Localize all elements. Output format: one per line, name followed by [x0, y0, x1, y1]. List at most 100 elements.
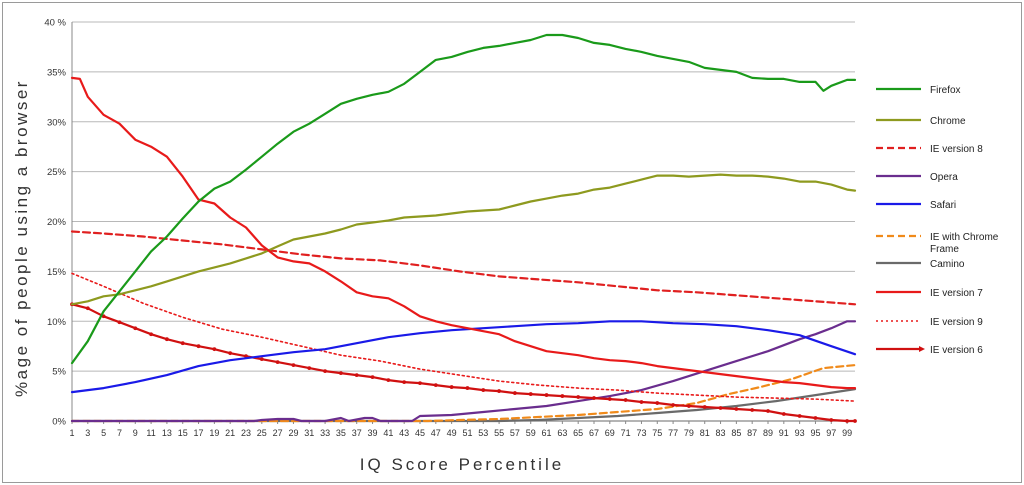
x-tick-label: 97	[826, 428, 836, 438]
x-tick-label: 33	[320, 428, 330, 438]
x-tick-label: 67	[589, 428, 599, 438]
data-point	[85, 306, 90, 311]
data-point	[687, 404, 691, 408]
x-tick-label: 9	[133, 428, 138, 438]
legend-item: IE version 9	[876, 317, 983, 328]
series-line	[70, 303, 857, 423]
x-tick-label: 37	[352, 428, 362, 438]
data-point	[196, 344, 201, 349]
y-tick-label: 15%	[47, 267, 67, 278]
x-tick-label: 23	[241, 428, 251, 438]
data-point	[291, 363, 296, 368]
legend-item: Opera	[876, 172, 958, 183]
legend-label: IE with Chrome Frame	[930, 232, 999, 255]
series-line	[70, 364, 857, 423]
series-line	[70, 173, 857, 306]
legend-marker	[919, 346, 925, 352]
x-tick-label: 75	[652, 428, 662, 438]
data-point	[813, 416, 818, 420]
data-point	[228, 351, 233, 356]
y-tick-label: 40 %	[44, 18, 66, 29]
y-tick-labels: 0% 5% 10% 15% 20% 25% 30% 35% 40 %	[44, 18, 66, 428]
x-tick-label: 47	[431, 428, 441, 438]
legend-label: Chrome	[930, 116, 966, 127]
legend-label: IE version 7	[930, 288, 983, 299]
series-line	[70, 388, 857, 423]
x-tick-label: 71	[621, 428, 631, 438]
data-point	[180, 341, 185, 346]
legend-item: Chrome	[876, 116, 966, 127]
data-point	[845, 419, 849, 423]
legend-label: Camino	[930, 259, 965, 270]
series-safari	[70, 320, 857, 394]
x-tick-label: 69	[605, 428, 615, 438]
legend-label: Firefox	[930, 85, 961, 96]
series-opera	[70, 320, 857, 423]
series-line	[70, 320, 857, 394]
legend-item: IE with Chrome Frame	[876, 232, 999, 255]
data-point	[354, 373, 359, 378]
x-axis-label: IQ Score Percentile	[360, 455, 564, 474]
data-point	[323, 369, 327, 374]
series-camino	[70, 388, 857, 423]
series-lines	[70, 33, 857, 423]
y-tick-label: 0%	[52, 417, 66, 428]
data-point	[655, 401, 660, 405]
series-line	[71, 272, 856, 402]
data-point	[576, 395, 581, 399]
series-line	[70, 33, 857, 365]
legend-item: Firefox	[876, 85, 961, 96]
x-tick-label: 25	[257, 428, 267, 438]
data-point	[639, 400, 644, 404]
x-tick-label: 55	[494, 428, 504, 438]
x-tick-label: 35	[336, 428, 346, 438]
legend-item: IE version 8	[876, 144, 983, 155]
data-point	[259, 357, 264, 362]
x-tick-label: 53	[478, 428, 488, 438]
y-tick-label: 30%	[47, 117, 67, 128]
data-point	[275, 360, 280, 365]
data-point	[623, 398, 628, 402]
x-tick-label: 59	[526, 428, 536, 438]
series-line	[70, 320, 857, 423]
series-line	[70, 76, 857, 390]
series-chrome	[70, 173, 857, 306]
x-tick-label: 65	[573, 428, 583, 438]
data-point	[734, 407, 739, 411]
data-point	[829, 418, 834, 422]
x-tick-label: 63	[557, 428, 567, 438]
data-point	[781, 412, 786, 416]
x-tick-label: 17	[194, 428, 204, 438]
data-point	[513, 391, 517, 395]
series-ie-version-7	[70, 76, 857, 390]
data-point	[165, 337, 169, 342]
series-ie-version-8	[70, 230, 857, 306]
x-tick-label: 21	[225, 428, 235, 438]
x-tick-label: 79	[684, 428, 694, 438]
x-tick-label: 99	[842, 428, 852, 438]
x-tick-label: 81	[700, 428, 710, 438]
data-point	[750, 408, 755, 412]
x-tick-label: 11	[146, 428, 155, 438]
y-tick-label: 10%	[47, 317, 67, 328]
series-firefox	[70, 33, 857, 365]
x-tick-label: 57	[510, 428, 520, 438]
x-tick-label: 5	[101, 428, 106, 438]
legend-item: Camino	[876, 259, 965, 270]
data-point	[307, 366, 312, 371]
data-point	[370, 375, 375, 380]
data-point	[402, 380, 407, 384]
legend-item: IE version 6	[876, 345, 983, 356]
data-point	[544, 393, 549, 397]
data-point	[418, 381, 422, 385]
x-tick-label: 51	[462, 428, 472, 438]
x-tick-label: 91	[779, 428, 789, 438]
x-tick-label: 15	[178, 428, 188, 438]
y-tick-label: 25%	[47, 167, 67, 178]
series-line	[70, 230, 857, 306]
series-ie-version-6	[70, 302, 857, 423]
legend-label: IE version 9	[930, 317, 983, 328]
x-tick-label: 89	[763, 428, 773, 438]
x-tick-label: 31	[304, 428, 314, 438]
